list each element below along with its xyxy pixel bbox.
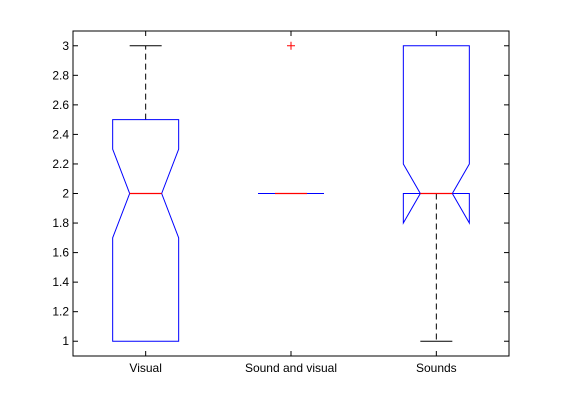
y-tick-label: 2.8 [52,68,69,82]
y-tick-label: 2 [62,187,69,201]
y-tick-label: 1.8 [52,216,69,230]
boxes-layer [112,41,470,342]
box-outline [402,45,470,225]
y-tick-label: 2.4 [52,127,69,141]
y-tick-label: 2.6 [52,98,69,112]
box-outline [112,119,180,342]
y-tick-label: 1.4 [52,275,69,289]
outlier-marker [287,41,295,50]
y-tick-label: 3 [62,39,69,53]
x-tick-label: Visual [129,361,161,375]
y-tick-label: 2.2 [52,157,69,171]
box-group [402,45,470,342]
y-tick-label: 1 [62,334,69,348]
y-tick-label: 1.6 [52,246,69,260]
x-tick-label: Sounds [416,361,457,375]
box-group [112,45,180,342]
axis-labels: 1 1.2 1.4 1.6 1.8 2 2.2 2.4 2.6 2.8 3 Visual Sound a… [52,39,456,375]
box-group [258,41,324,195]
axis-ticks [73,31,509,356]
y-tick-label: 1.2 [52,305,69,319]
x-tick-label: Sound and visual [245,361,337,375]
